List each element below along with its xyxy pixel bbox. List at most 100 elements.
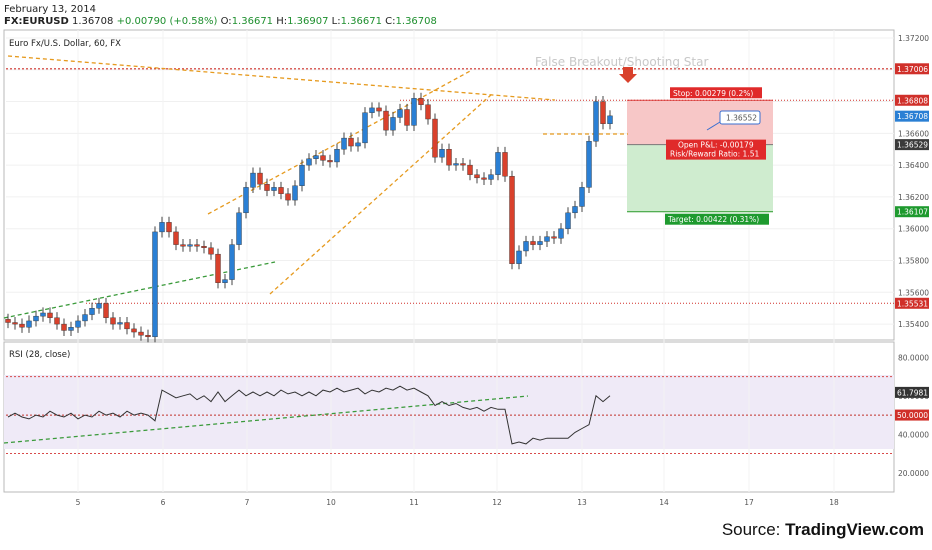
candle-body [551, 236, 557, 239]
price-pane-title: Euro Fx/U.S. Dollar, 60, FX [9, 39, 121, 49]
rsi-axis-tick: 80.0000 [898, 353, 929, 362]
source-prefix: Source: [721, 520, 786, 539]
rsi-tag: 50.0000 [897, 411, 928, 420]
price-tag-bg [895, 94, 929, 106]
stop-label: Stop: 0.00279 (0.2%) [673, 89, 753, 98]
candle-body [264, 184, 270, 191]
candle-body [271, 187, 277, 191]
candle-body [124, 322, 130, 330]
price-tag-bg [895, 139, 929, 151]
low-value: 1.36671 [340, 16, 382, 27]
price-axis-tick: 1.35600 [898, 288, 929, 297]
rsi-axis-tick: 20.0000 [898, 469, 929, 478]
candle-body [348, 137, 354, 147]
entry-bubble-pointer [706, 121, 721, 131]
price-axis-tick: 1.36000 [898, 225, 929, 234]
candle-body [593, 101, 599, 142]
candle-body [96, 303, 102, 309]
candle-body [516, 250, 522, 264]
candle-body [54, 317, 60, 325]
candle-body [313, 155, 319, 159]
candle-body [117, 322, 123, 325]
candle-body [418, 98, 424, 105]
candle-body [89, 308, 95, 315]
price-axis-tick: 1.35400 [898, 320, 929, 329]
candle-body [327, 160, 333, 163]
pattern-annotation: False Breakout/Shooting Star [535, 55, 708, 69]
candle-body [194, 244, 200, 247]
price-axis-tick: 1.35800 [898, 257, 929, 266]
candle-body [523, 241, 529, 252]
entry-bubble-bg [719, 110, 761, 125]
candle-body [579, 187, 585, 207]
candle-body [173, 231, 179, 245]
candle-body [572, 206, 578, 214]
candle-body [110, 317, 116, 325]
candle-body [215, 253, 221, 283]
open-label: O: [220, 16, 232, 27]
rsi-band-fill [4, 375, 894, 449]
time-axis-tick: 10 [326, 498, 336, 507]
time-axis-tick: 5 [76, 498, 81, 507]
candle-body [530, 241, 536, 245]
target-label: Target: 0.00422 (0.31%) [667, 215, 759, 224]
candle-body [320, 155, 326, 161]
candle-body [453, 163, 459, 166]
time-axis-tick: 6 [161, 498, 166, 507]
symbol-label[interactable]: FX:EURUSD [4, 16, 69, 27]
candle-body [180, 244, 186, 247]
close-label: C: [385, 16, 396, 27]
candle-body [250, 172, 256, 188]
candle-body [138, 331, 144, 336]
time-axis-tick: 11 [409, 498, 419, 507]
source-brand: TradingView.com [785, 520, 924, 539]
candle-body [75, 320, 81, 328]
rsi-line [7, 385, 611, 445]
down-arrow-icon [619, 67, 637, 83]
candle-body [187, 244, 193, 247]
rsi-trend-line [3, 395, 529, 444]
time-axis-tick: 18 [829, 498, 839, 507]
candle-body [236, 212, 242, 245]
last-price: 1.36708 [72, 16, 114, 27]
channel-upper-line [207, 69, 473, 215]
price-tag-bg [895, 206, 929, 218]
rsi-pane-title: RSI (28, close) [9, 350, 70, 360]
candle-body [432, 118, 438, 158]
time-axis-tick: 12 [492, 498, 502, 507]
candle-body [33, 315, 39, 322]
candle-body [425, 104, 431, 120]
candle-body [369, 107, 375, 113]
candle-body [558, 228, 564, 239]
price-tag-bg [895, 63, 929, 75]
close-value: 1.36708 [395, 16, 437, 27]
candle-body [502, 152, 508, 177]
candle-body [145, 335, 151, 338]
rsi-tag-bg [895, 409, 929, 421]
candle-body [481, 177, 487, 180]
time-axis-tick: 17 [744, 498, 754, 507]
candle-body [40, 312, 46, 317]
price-tag: 1.37006 [897, 65, 928, 74]
candle-body [607, 115, 613, 124]
candle-body [383, 110, 389, 131]
price-tag: 1.36808 [897, 96, 928, 105]
time-axis-tick: 13 [577, 498, 587, 507]
candle-body [278, 187, 284, 194]
price-change: +0.00790 (+0.58%) [116, 16, 218, 27]
price-tag-bg [895, 110, 929, 122]
candle-body [257, 172, 263, 185]
candle-body [390, 117, 396, 131]
candle-body [495, 152, 501, 175]
price-axis-tick: 1.36400 [898, 161, 929, 170]
rsi-tag-bg [895, 386, 929, 398]
open-value: 1.36671 [231, 16, 274, 27]
candle-body [467, 164, 473, 175]
open-pl-label: Open P&L: -0.00179 [678, 141, 754, 150]
candle-body [229, 244, 235, 280]
downtrend-line [7, 55, 556, 101]
candle-body [509, 176, 515, 264]
candle-body [292, 185, 298, 201]
rsi-tag: 61.7981 [897, 388, 928, 397]
